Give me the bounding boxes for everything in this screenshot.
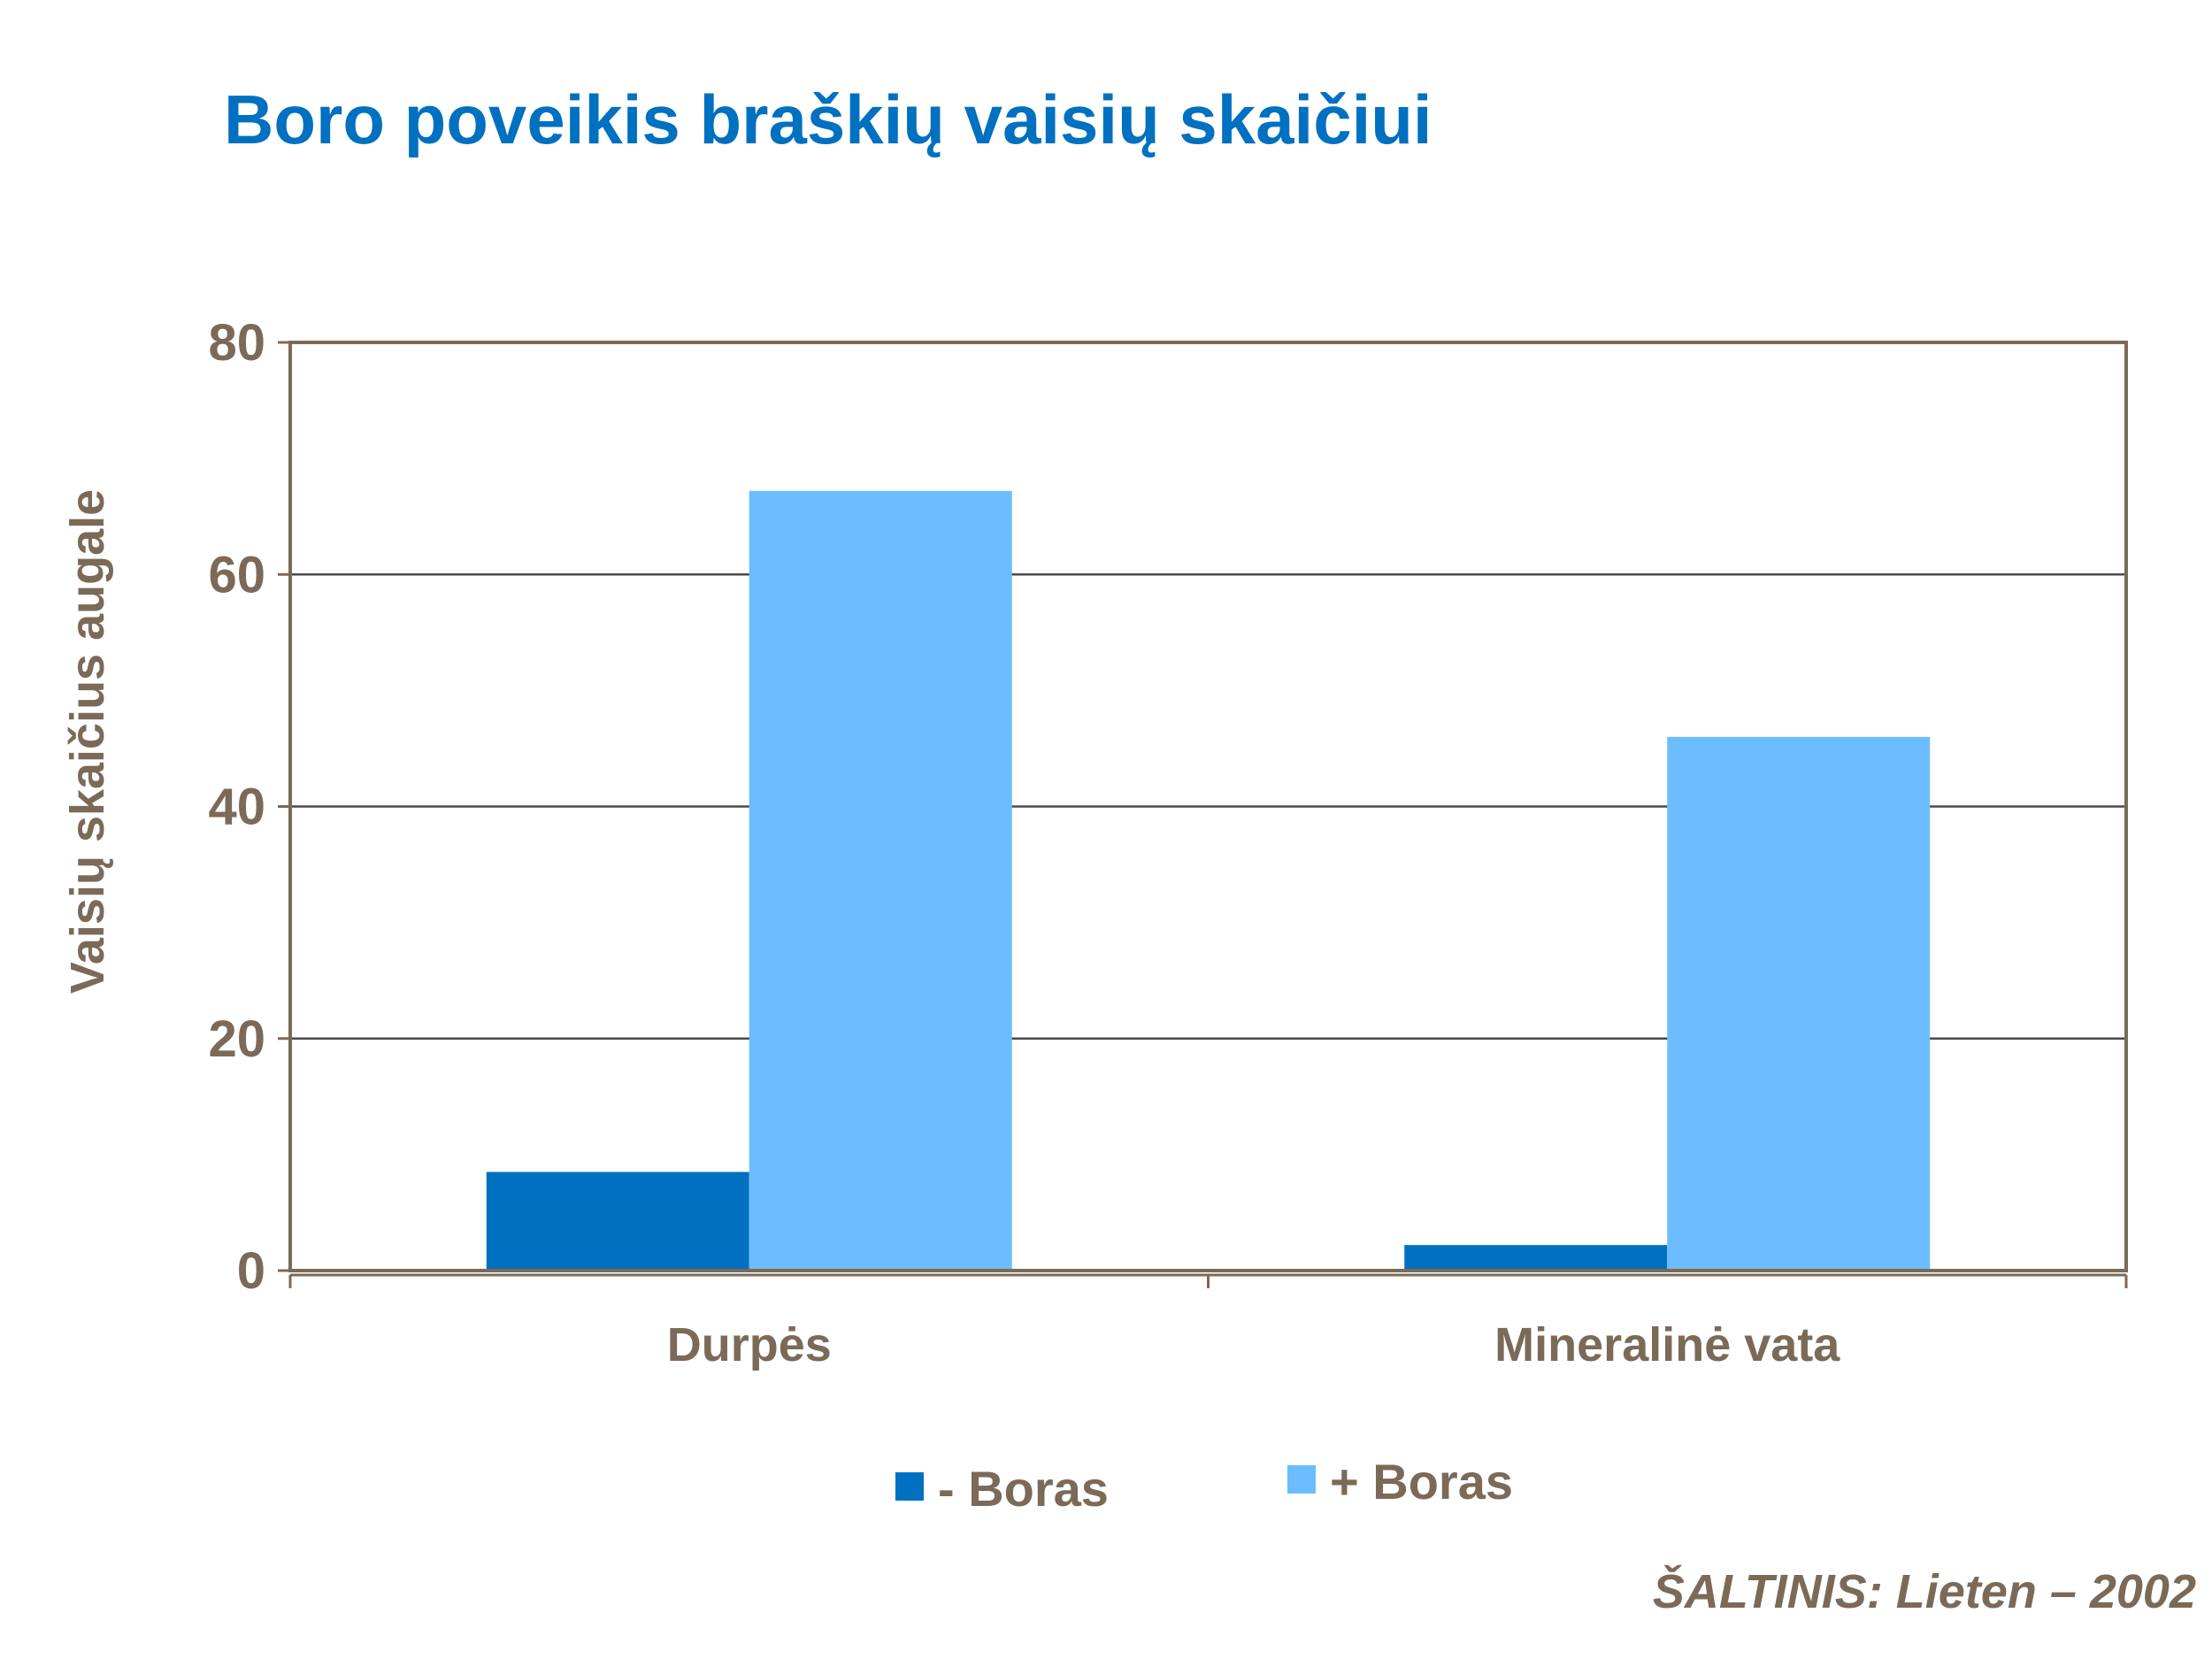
axis-labels: 0 20 40 60 80 Durpės Mineralinė vata <box>208 314 1840 1371</box>
legend: - Boras + Boras <box>895 1454 1513 1517</box>
legend-label: + Boras <box>1330 1454 1513 1509</box>
y-tick-label: 80 <box>208 314 265 372</box>
bars <box>486 490 1931 1271</box>
legend-swatch <box>895 1472 924 1501</box>
y-tick-label: 20 <box>208 1010 265 1068</box>
y-tick-label: 0 <box>237 1242 265 1300</box>
source-note: ŠALTINIS: Lieten – 2002 <box>1652 1565 2196 1618</box>
legend-swatch <box>1287 1465 1316 1494</box>
x-category-label: Mineralinė vata <box>1494 1318 1840 1371</box>
legend-label: - Boras <box>938 1461 1109 1517</box>
y-tick-label: 40 <box>208 779 265 836</box>
bar <box>1404 1245 1668 1271</box>
y-tick-label: 60 <box>208 546 265 603</box>
bar <box>749 490 1012 1271</box>
bar <box>1667 736 1931 1271</box>
x-category-label: Durpės <box>667 1318 832 1371</box>
page-title: Boro poveikis braškių vaisių skaičiui <box>224 81 1432 158</box>
axis-ticks <box>278 341 2128 1288</box>
y-axis-title: Vaisių skaičius augale <box>61 489 114 994</box>
bar <box>486 1171 749 1271</box>
